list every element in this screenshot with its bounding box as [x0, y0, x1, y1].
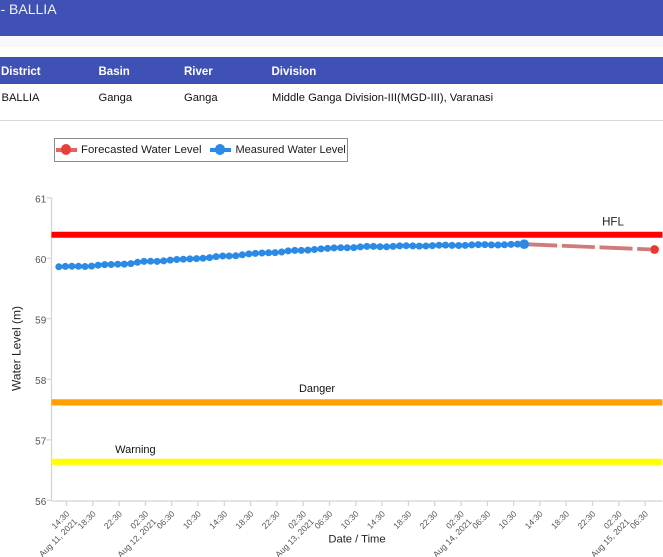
- svg-text:22:30: 22:30: [417, 509, 439, 531]
- svg-text:22:30: 22:30: [575, 509, 597, 531]
- svg-text:22:30: 22:30: [260, 509, 282, 531]
- svg-text:10:30: 10:30: [181, 509, 203, 531]
- svg-text:HFL: HFL: [602, 216, 624, 228]
- svg-text:18:30: 18:30: [391, 509, 413, 531]
- svg-text:58: 58: [35, 376, 47, 387]
- svg-text:59: 59: [35, 315, 47, 326]
- svg-text:14:30: 14:30: [365, 509, 387, 531]
- svg-text:18:30: 18:30: [76, 509, 98, 531]
- svg-text:22:30: 22:30: [102, 509, 124, 531]
- svg-text:61: 61: [35, 194, 47, 205]
- svg-text:10:30: 10:30: [339, 509, 361, 531]
- svg-text:06:30: 06:30: [312, 509, 334, 531]
- svg-text:06:30: 06:30: [470, 509, 492, 531]
- svg-text:06:30: 06:30: [628, 509, 650, 531]
- svg-text:14:30: 14:30: [207, 509, 229, 531]
- svg-text:18:30: 18:30: [233, 509, 255, 531]
- svg-text:Water Level (m): Water Level (m): [10, 306, 24, 391]
- svg-text:Danger: Danger: [299, 383, 335, 395]
- svg-text:10:30: 10:30: [496, 509, 518, 531]
- svg-text:14:30: 14:30: [523, 509, 545, 531]
- svg-text:Warning: Warning: [115, 444, 156, 456]
- svg-text:57: 57: [35, 436, 47, 447]
- svg-text:56: 56: [35, 497, 47, 508]
- svg-text:06:30: 06:30: [154, 509, 176, 531]
- svg-text:18:30: 18:30: [549, 509, 571, 531]
- svg-text:Date / Time: Date / Time: [328, 533, 385, 545]
- svg-text:60: 60: [35, 255, 47, 266]
